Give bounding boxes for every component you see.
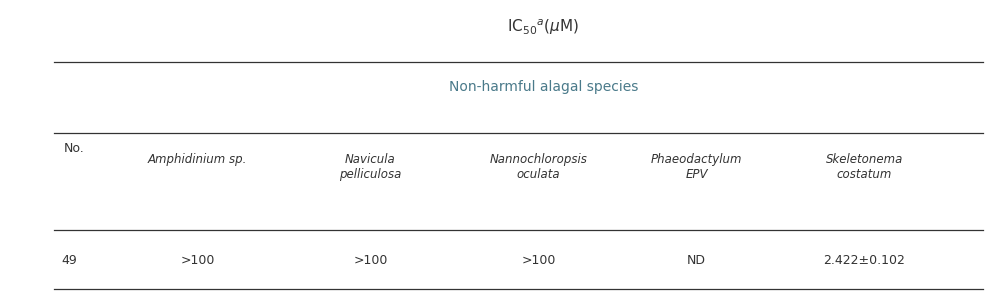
Text: IC$_{50}$$^a$($\mu$M): IC$_{50}$$^a$($\mu$M) [508,18,579,37]
Text: >100: >100 [181,254,214,267]
Text: Non-harmful alagal species: Non-harmful alagal species [449,80,638,94]
Text: ND: ND [687,254,706,267]
Text: >100: >100 [354,254,387,267]
Text: Navicula
pelliculosa: Navicula pelliculosa [339,153,402,181]
Text: 2.422±0.102: 2.422±0.102 [824,254,905,267]
Text: 49: 49 [61,254,77,267]
Text: No.: No. [64,142,85,155]
Text: Amphidinium sp.: Amphidinium sp. [148,153,247,166]
Text: >100: >100 [522,254,555,267]
Text: Phaeodactylum
EPV: Phaeodactylum EPV [651,153,742,181]
Text: Skeletonema
costatum: Skeletonema costatum [826,153,903,181]
Text: Nannochloropsis
oculata: Nannochloropsis oculata [489,153,588,181]
